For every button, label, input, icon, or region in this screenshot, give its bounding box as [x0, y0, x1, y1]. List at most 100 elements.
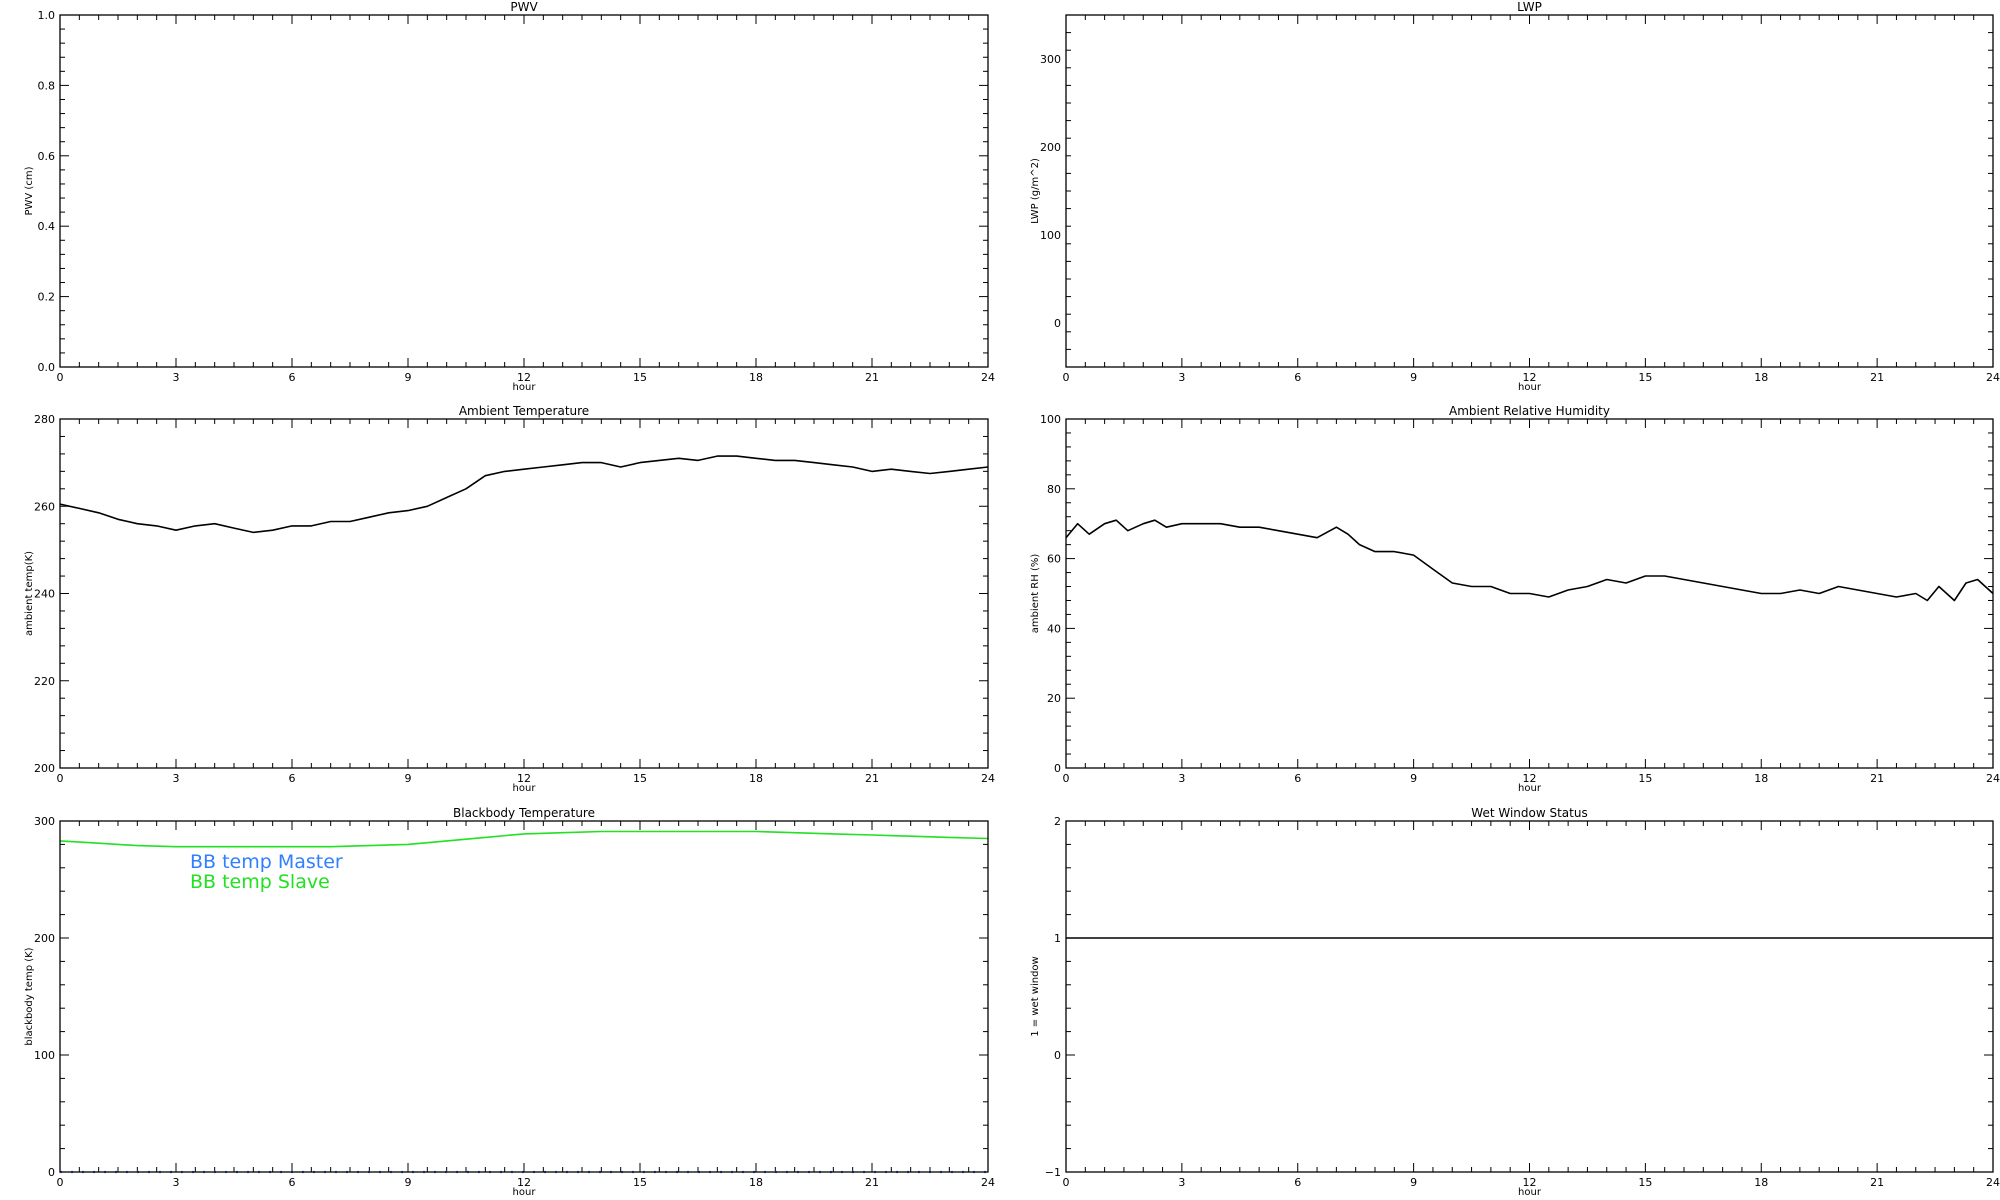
- ambient_rh-ytick-label: 80: [1047, 483, 1061, 496]
- lwp-xtick-label: 3: [1178, 371, 1185, 384]
- ambient_temp-ytick-label: 200: [34, 762, 55, 775]
- blackbody_temp-xtick-label: 9: [405, 1176, 412, 1189]
- pwv-xtick-label: 21: [865, 371, 879, 384]
- blackbody_temp-xtick-label: 18: [749, 1176, 763, 1189]
- ambient_temp-xtick-label: 24: [981, 772, 995, 785]
- blackbody_temp-xtick-label: 0: [57, 1176, 64, 1189]
- wet_window-xtick-label: 3: [1178, 1176, 1185, 1189]
- blackbody_temp-ytick-label: 200: [34, 932, 55, 945]
- ambient_rh-ytick-label: 60: [1047, 553, 1061, 566]
- pwv-xtick-label: 18: [749, 371, 763, 384]
- ambient_rh-xtick-label: 3: [1178, 772, 1185, 785]
- pwv-xtick-label: 12: [517, 371, 531, 384]
- ambient_rh-xtick-label: 15: [1638, 772, 1652, 785]
- wet_window-plot-frame: [1065, 820, 1994, 1173]
- lwp-ytick-label: 100: [1040, 229, 1061, 242]
- ambient_temp-xtick-label: 15: [633, 772, 647, 785]
- wet_window-xlabel: hour: [1518, 1187, 1542, 1198]
- ambient_temp-ytick-label: 220: [34, 675, 55, 688]
- ambient_temp-xtick-label: 21: [865, 772, 879, 785]
- lwp-ytick-label: 300: [1040, 53, 1061, 66]
- lwp-xtick-label: 21: [1870, 371, 1884, 384]
- ambient_rh-plot-frame: [1065, 418, 1994, 769]
- pwv-ylabel: PWV (cm): [24, 166, 35, 215]
- ambient_rh-ytick-label: 0: [1054, 762, 1061, 775]
- wet_window-ytick-label: 1: [1054, 932, 1061, 945]
- wet_window-ytick-label: 0: [1054, 1049, 1061, 1062]
- ambient_temp-panel: Ambient Temperature 0 3 6 9 12 15 18 21 24 200 220 2…: [24, 404, 995, 794]
- lwp-xtick-label: 15: [1638, 371, 1652, 384]
- lwp-xtick-label: 6: [1294, 371, 1301, 384]
- blackbody_temp-xtick-label: 24: [981, 1176, 995, 1189]
- lwp-xtick-label: 9: [1410, 371, 1417, 384]
- ambient_rh-xtick-label: 6: [1294, 772, 1301, 785]
- blackbody_temp-plot-frame: [59, 820, 989, 1173]
- ambient_rh-xtick-label: 21: [1870, 772, 1884, 785]
- ambient_temp-xtick-label: 3: [173, 772, 180, 785]
- lwp-ytick-label: 0: [1054, 317, 1061, 330]
- lwp-xtick-label: 18: [1754, 371, 1768, 384]
- pwv-ytick-label: 0.4: [38, 220, 56, 233]
- ambient_temp-xtick-label: 12: [517, 772, 531, 785]
- pwv-xtick-label: 24: [981, 371, 995, 384]
- ambient_temp-ytick-label: 280: [34, 413, 55, 426]
- pwv-title: PWV: [510, 0, 538, 14]
- pwv-panel: PWV 0 3 6 9 12 15 18 21 24 0.0 0.2 0.4 0.6 0.8 1.0 hour P…: [24, 0, 995, 393]
- ambient_rh-xtick-label: 18: [1754, 772, 1768, 785]
- pwv-xtick-label: 6: [289, 371, 296, 384]
- pwv-xtick-label: 3: [173, 371, 180, 384]
- wet_window-title: Wet Window Status: [1471, 806, 1587, 820]
- ambient_rh-series-line-0: [1065, 519, 1994, 602]
- ambient_rh-xtick-label: 9: [1410, 772, 1417, 785]
- blackbody_temp-xlabel: hour: [513, 1187, 537, 1198]
- ambient_rh-ytick-label: 20: [1047, 692, 1061, 705]
- lwp-xtick-label: 0: [1063, 371, 1070, 384]
- blackbody_temp-panel: Blackbody Temperature 0 3 6 9 12 15 18 21 24 0 100 2…: [24, 806, 995, 1198]
- ambient_rh-ytick-label: 100: [1040, 413, 1061, 426]
- ambient_temp-title: Ambient Temperature: [459, 404, 589, 418]
- ambient_rh-ylabel: ambient RH (%): [1030, 554, 1041, 634]
- ambient_temp-xlabel: hour: [513, 783, 537, 794]
- pwv-ytick-label: 0.0: [38, 361, 56, 374]
- wet_window-ylabel: 1 = wet window: [1030, 956, 1041, 1036]
- ambient_rh-xtick-label: 12: [1523, 772, 1537, 785]
- pwv-ytick-label: 0.6: [38, 150, 56, 163]
- lwp-plot-frame: [1065, 14, 1994, 368]
- ambient_rh-ytick-label: 40: [1047, 622, 1061, 635]
- pwv-xlabel: hour: [513, 382, 537, 393]
- blackbody_temp-ytick-label: 0: [48, 1166, 55, 1179]
- ambient_temp-ytick-label: 260: [34, 500, 55, 513]
- pwv-xtick-label: 15: [633, 371, 647, 384]
- blackbody_temp-xtick-label: 21: [865, 1176, 879, 1189]
- wet_window-xtick-label: 15: [1638, 1176, 1652, 1189]
- blackbody_temp-ytick-label: 100: [34, 1049, 55, 1062]
- lwp-ytick-label: 200: [1040, 141, 1061, 154]
- blackbody_temp-xtick-label: 3: [173, 1176, 180, 1189]
- blackbody_temp-legend-entry: BB temp Master: [190, 851, 343, 873]
- lwp-title: LWP: [1517, 0, 1542, 14]
- ambient_temp-series-line-0: [59, 455, 989, 534]
- wet_window-xtick-label: 0: [1063, 1176, 1070, 1189]
- lwp-ylabel: LWP (g/m^2): [1030, 158, 1041, 224]
- ambient_temp-xtick-label: 18: [749, 772, 763, 785]
- ambient_rh-panel: Ambient Relative Humidity 0 3 6 9 12 15 18 21 24 0…: [1030, 404, 2000, 794]
- wet_window-xtick-label: 9: [1410, 1176, 1417, 1189]
- pwv-ytick-label: 1.0: [38, 9, 56, 22]
- blackbody_temp-legend-entry: BB temp Slave: [190, 871, 330, 893]
- ambient_temp-plot-frame: [59, 418, 989, 769]
- wet_window-xtick-label: 6: [1294, 1176, 1301, 1189]
- lwp-panel: LWP 0 3 6 9 12 15 18 21 24 0 100 200 300 hour LWP (g/m^…: [1030, 0, 2000, 393]
- ambient_rh-xlabel: hour: [1518, 783, 1542, 794]
- blackbody_temp-title: Blackbody Temperature: [453, 806, 595, 820]
- blackbody_temp-xtick-label: 12: [517, 1176, 531, 1189]
- wet_window-xtick-label: 24: [1986, 1176, 2000, 1189]
- pwv-xtick-label: 0: [57, 371, 64, 384]
- pwv-ytick-label: 0.8: [38, 79, 56, 92]
- ambient_temp-xtick-label: 9: [405, 772, 412, 785]
- lwp-xtick-label: 24: [1986, 371, 2000, 384]
- blackbody_temp-xtick-label: 15: [633, 1176, 647, 1189]
- blackbody_temp-ylabel: blackbody temp (K): [24, 947, 35, 1045]
- ambient_temp-xtick-label: 6: [289, 772, 296, 785]
